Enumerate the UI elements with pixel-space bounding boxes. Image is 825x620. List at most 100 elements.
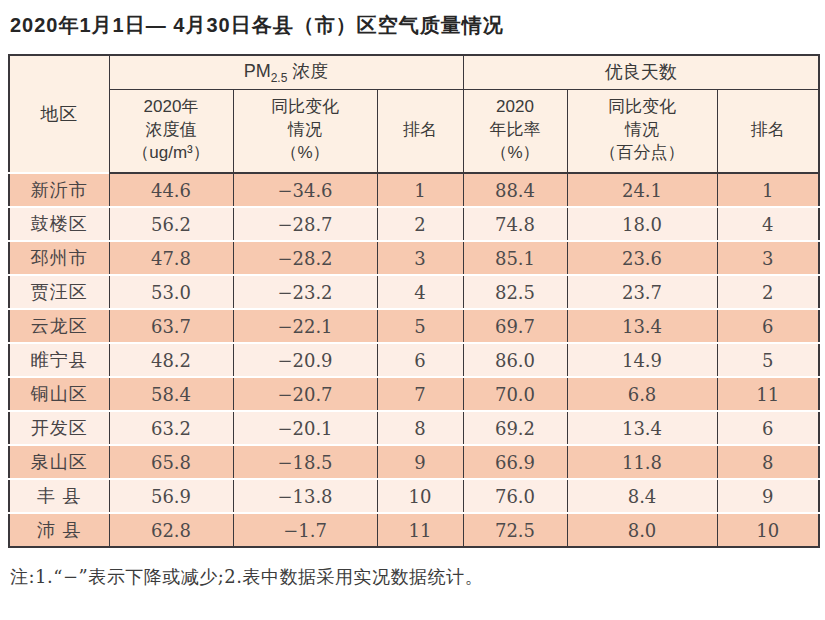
pm-change-cell: −28.7 bbox=[233, 207, 377, 241]
good-rank-cell: 8 bbox=[717, 445, 819, 479]
good-change-cell: 13.4 bbox=[567, 411, 717, 445]
group-header-row: 地区 PM2.5 浓度 优良天数 bbox=[9, 55, 819, 89]
good-rank-cell: 6 bbox=[717, 309, 819, 343]
pm-change-cell: −22.1 bbox=[233, 309, 377, 343]
good-change-cell: 23.6 bbox=[567, 241, 717, 275]
pm-value-cell: 65.8 bbox=[109, 445, 233, 479]
table-row: 泉山区 65.8 −18.5 9 66.9 11.8 8 bbox=[9, 445, 819, 479]
good-rank-cell: 4 bbox=[717, 207, 819, 241]
column-header-pm-rank: 排名 bbox=[377, 89, 463, 173]
column-header-good-change: 同比变化 情况 （百分点） bbox=[567, 89, 717, 173]
pm-value-cell: 63.2 bbox=[109, 411, 233, 445]
region-cell: 新沂市 bbox=[9, 173, 109, 207]
table-row: 铜山区 58.4 −20.7 7 70.0 6.8 11 bbox=[9, 377, 819, 411]
good-ratio-cell: 74.8 bbox=[463, 207, 567, 241]
pm-rank-cell: 1 bbox=[377, 173, 463, 207]
pm-value-cell: 48.2 bbox=[109, 343, 233, 377]
pm-value-cell: 44.6 bbox=[109, 173, 233, 207]
region-cell: 鼓楼区 bbox=[9, 207, 109, 241]
pm-value-cell: 47.8 bbox=[109, 241, 233, 275]
pm-rank-cell: 11 bbox=[377, 513, 463, 547]
good-ratio-cell: 85.1 bbox=[463, 241, 567, 275]
pm-change-cell: −34.6 bbox=[233, 173, 377, 207]
column-group-pm25: PM2.5 浓度 bbox=[109, 55, 463, 89]
footnote: 注:1.“−”表示下降或减少;2.表中数据采用实况数据统计。 bbox=[10, 565, 818, 589]
pm-rank-cell: 3 bbox=[377, 241, 463, 275]
table-row: 云龙区 63.7 −22.1 5 69.7 13.4 6 bbox=[9, 309, 819, 343]
pm-change-cell: −13.8 bbox=[233, 479, 377, 513]
pm-rank-cell: 6 bbox=[377, 343, 463, 377]
region-cell: 贾汪区 bbox=[9, 275, 109, 309]
good-ratio-cell: 76.0 bbox=[463, 479, 567, 513]
page: 2020年1月1日— 4月30日各县（市）区空气质量情况 地区 PM2.5 浓度… bbox=[0, 0, 825, 589]
good-rank-cell: 2 bbox=[717, 275, 819, 309]
column-header-pm-change: 同比变化 情况 （%） bbox=[233, 89, 377, 173]
good-ratio-cell: 70.0 bbox=[463, 377, 567, 411]
good-ratio-cell: 72.5 bbox=[463, 513, 567, 547]
pm-change-cell: −18.5 bbox=[233, 445, 377, 479]
table-row: 新沂市 44.6 −34.6 1 88.4 24.1 1 bbox=[9, 173, 819, 207]
good-rank-cell: 9 bbox=[717, 479, 819, 513]
pm-rank-cell: 2 bbox=[377, 207, 463, 241]
pm25-label-suffix: 浓度 bbox=[287, 61, 328, 81]
good-rank-cell: 3 bbox=[717, 241, 819, 275]
good-change-cell: 13.4 bbox=[567, 309, 717, 343]
good-rank-cell: 11 bbox=[717, 377, 819, 411]
good-ratio-cell: 69.7 bbox=[463, 309, 567, 343]
region-cell: 开发区 bbox=[9, 411, 109, 445]
region-cell: 睢宁县 bbox=[9, 343, 109, 377]
column-header-pm-value: 2020年 浓度值 （ug/m³） bbox=[109, 89, 233, 173]
pm25-label-subscript: 2.5 bbox=[271, 71, 288, 85]
good-change-cell: 14.9 bbox=[567, 343, 717, 377]
table-row: 丰 县 56.9 −13.8 10 76.0 8.4 9 bbox=[9, 479, 819, 513]
pm-change-cell: −20.1 bbox=[233, 411, 377, 445]
table-row: 开发区 63.2 −20.1 8 69.2 13.4 6 bbox=[9, 411, 819, 445]
pm-rank-cell: 5 bbox=[377, 309, 463, 343]
page-title: 2020年1月1日— 4月30日各县（市）区空气质量情况 bbox=[10, 12, 818, 38]
pm-value-cell: 62.8 bbox=[109, 513, 233, 547]
region-cell: 铜山区 bbox=[9, 377, 109, 411]
pm-value-cell: 53.0 bbox=[109, 275, 233, 309]
good-ratio-cell: 88.4 bbox=[463, 173, 567, 207]
table-row: 鼓楼区 56.2 −28.7 2 74.8 18.0 4 bbox=[9, 207, 819, 241]
table-row: 贾汪区 53.0 −23.2 4 82.5 23.7 2 bbox=[9, 275, 819, 309]
pm-value-cell: 63.7 bbox=[109, 309, 233, 343]
table-body: 新沂市 44.6 −34.6 1 88.4 24.1 1 鼓楼区 56.2 −2… bbox=[9, 173, 819, 547]
pm-rank-cell: 10 bbox=[377, 479, 463, 513]
column-header-region: 地区 bbox=[9, 55, 109, 173]
air-quality-table: 地区 PM2.5 浓度 优良天数 2020年 浓度值 （ug/m³） 同比变化 … bbox=[8, 54, 820, 548]
good-change-cell: 18.0 bbox=[567, 207, 717, 241]
table-row: 邳州市 47.8 −28.2 3 85.1 23.6 3 bbox=[9, 241, 819, 275]
pm-value-cell: 58.4 bbox=[109, 377, 233, 411]
column-header-good-rank: 排名 bbox=[717, 89, 819, 173]
good-change-cell: 8.0 bbox=[567, 513, 717, 547]
pm-change-cell: −20.9 bbox=[233, 343, 377, 377]
pm-rank-cell: 9 bbox=[377, 445, 463, 479]
good-ratio-cell: 86.0 bbox=[463, 343, 567, 377]
region-cell: 泉山区 bbox=[9, 445, 109, 479]
pm-change-cell: −23.2 bbox=[233, 275, 377, 309]
pm-rank-cell: 8 bbox=[377, 411, 463, 445]
good-rank-cell: 1 bbox=[717, 173, 819, 207]
good-rank-cell: 10 bbox=[717, 513, 819, 547]
pm25-label-prefix: PM bbox=[244, 61, 271, 81]
good-ratio-cell: 69.2 bbox=[463, 411, 567, 445]
pm-value-cell: 56.2 bbox=[109, 207, 233, 241]
good-change-cell: 11.8 bbox=[567, 445, 717, 479]
good-change-cell: 23.7 bbox=[567, 275, 717, 309]
pm-rank-cell: 7 bbox=[377, 377, 463, 411]
column-header-good-ratio: 2020 年比率 （%） bbox=[463, 89, 567, 173]
pm-change-cell: −1.7 bbox=[233, 513, 377, 547]
region-cell: 沛 县 bbox=[9, 513, 109, 547]
column-group-good-days: 优良天数 bbox=[463, 55, 819, 89]
region-cell: 云龙区 bbox=[9, 309, 109, 343]
good-change-cell: 6.8 bbox=[567, 377, 717, 411]
pm-value-cell: 56.9 bbox=[109, 479, 233, 513]
good-rank-cell: 6 bbox=[717, 411, 819, 445]
table-row: 睢宁县 48.2 −20.9 6 86.0 14.9 5 bbox=[9, 343, 819, 377]
region-cell: 丰 县 bbox=[9, 479, 109, 513]
good-rank-cell: 5 bbox=[717, 343, 819, 377]
table-header: 地区 PM2.5 浓度 优良天数 2020年 浓度值 （ug/m³） 同比变化 … bbox=[9, 55, 819, 173]
good-change-cell: 24.1 bbox=[567, 173, 717, 207]
table-row: 沛 县 62.8 −1.7 11 72.5 8.0 10 bbox=[9, 513, 819, 547]
